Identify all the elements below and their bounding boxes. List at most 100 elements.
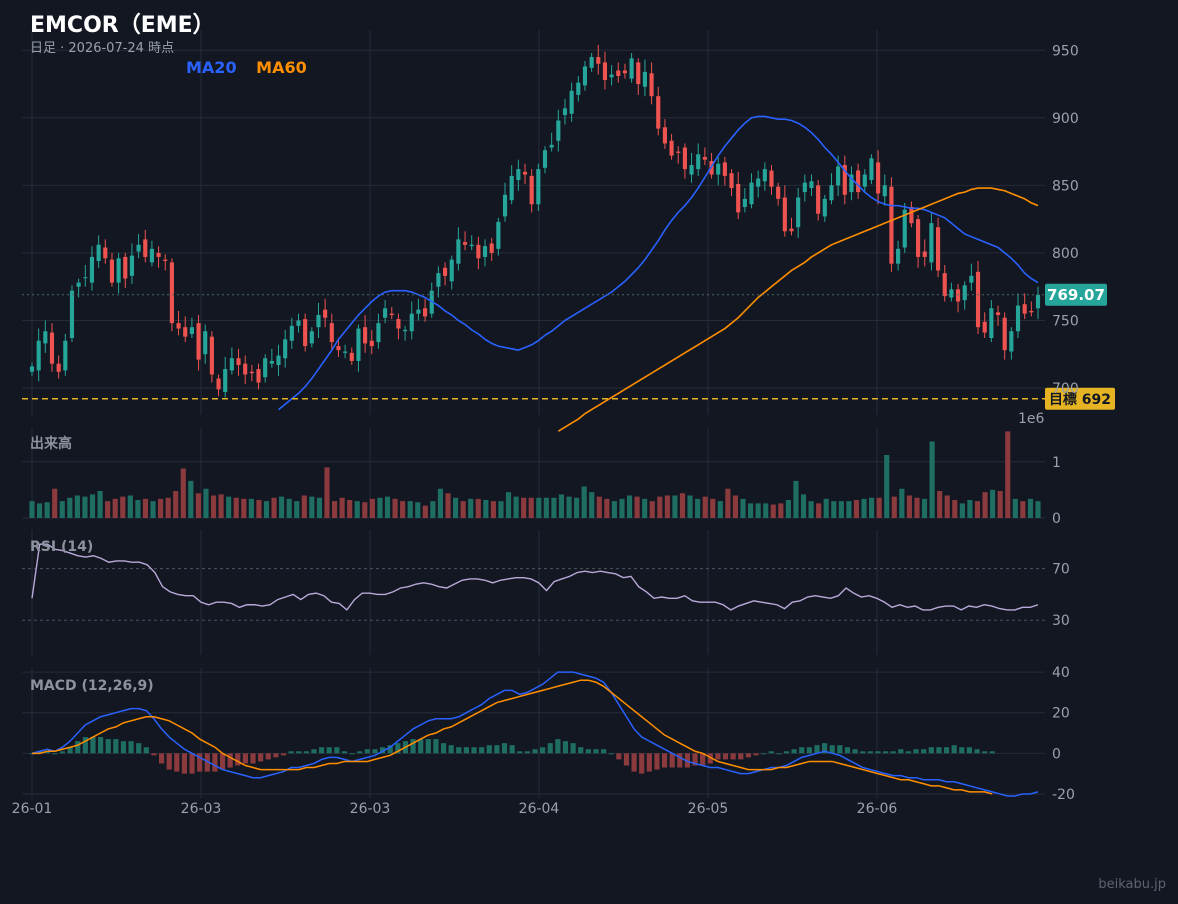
volume-bar (664, 495, 670, 518)
volume-bar (574, 497, 580, 518)
volume-bar (165, 497, 171, 518)
macd-histogram-bar (379, 747, 386, 754)
candle-body (389, 313, 394, 316)
volume-bar (203, 488, 209, 518)
candle-body (36, 340, 41, 371)
macd-histogram-bar (448, 745, 454, 754)
macd-tick-label: 40 (1052, 665, 1070, 681)
candle-body (642, 71, 647, 87)
candle-body (109, 259, 115, 283)
volume-bar (1020, 501, 1026, 518)
macd-histogram-bar (296, 751, 302, 754)
macd-histogram-bar (745, 753, 751, 758)
macd-histogram-bar (875, 751, 881, 754)
candle-body (263, 358, 268, 378)
candle-body (482, 246, 488, 257)
candle-body (116, 258, 121, 283)
volume-bar (52, 488, 58, 518)
candle-body (889, 186, 894, 264)
macd-histogram-bar (471, 747, 477, 754)
volume-bar (808, 501, 814, 518)
candle-body (476, 244, 481, 259)
macd-histogram-bar (357, 751, 363, 754)
volume-bar (997, 491, 1003, 518)
candle-body (49, 332, 55, 364)
candle-body (129, 255, 134, 276)
macd-histogram-bar (936, 747, 942, 754)
macd-histogram-bar (951, 745, 957, 754)
candle-body (955, 289, 961, 302)
candle-body (442, 267, 448, 276)
candle-body (383, 308, 388, 318)
macd-histogram-bar (479, 747, 485, 754)
macd-histogram-bar (311, 749, 317, 754)
macd-histogram-bar (517, 751, 523, 754)
macd-histogram-bar (882, 751, 889, 754)
candle-body (916, 219, 921, 257)
legend: MA20 MA60 (186, 58, 321, 77)
volume-bar (505, 492, 512, 518)
candle-body (742, 198, 747, 207)
candle-body (416, 309, 421, 314)
volume-bar (248, 498, 254, 518)
volume-bar (649, 501, 655, 518)
macd-histogram-bar (151, 753, 157, 756)
macd-histogram-bar (600, 749, 607, 754)
volume-bar (316, 497, 323, 518)
volume-bar (672, 495, 678, 518)
macd-histogram-bar (814, 745, 820, 754)
candle-body (436, 273, 441, 287)
volume-bar (778, 503, 784, 518)
candle-body (776, 186, 781, 199)
macd-histogram-bar (631, 753, 637, 772)
candle-body (876, 162, 881, 194)
volume-bar (921, 498, 928, 518)
candle-body (849, 174, 854, 193)
candle-body (336, 346, 341, 351)
rsi-line (31, 543, 1039, 611)
volume-bar (301, 495, 307, 518)
candle-body (1009, 331, 1014, 352)
candle-body (829, 185, 834, 201)
volume-bar (369, 498, 375, 518)
volume-bar (218, 494, 224, 518)
volume-bar (657, 496, 663, 518)
macd-histogram-bar (959, 747, 965, 754)
candle-body (1029, 310, 1034, 313)
candle-body (469, 244, 474, 247)
macd-histogram-bar (372, 749, 378, 754)
volume-bar (1012, 498, 1018, 518)
volume-bar (347, 500, 353, 518)
volume-bar (869, 497, 875, 518)
candle-body (243, 363, 248, 375)
macd-histogram-bar (242, 753, 248, 764)
macd-histogram-bar (59, 751, 66, 754)
macd-histogram-bar (806, 747, 812, 754)
volume-bar (279, 496, 285, 518)
grid-layer (22, 30, 1045, 798)
macd-histogram-bar (761, 753, 767, 755)
candle-body (149, 248, 154, 263)
volume-bar (823, 498, 829, 518)
volume-bar (974, 501, 981, 518)
candle-body (1015, 305, 1021, 332)
volume-bar (528, 497, 534, 518)
macd-histogram-bar (364, 749, 370, 754)
candle-body (396, 319, 401, 329)
macd-histogram-bar (677, 753, 683, 768)
candle-body (602, 62, 608, 80)
candle-body (936, 227, 941, 271)
volume-bar (551, 497, 557, 518)
volume-bar (944, 495, 950, 518)
candle-body (369, 340, 374, 347)
volume-bar (543, 497, 549, 518)
volume-bar (29, 501, 35, 518)
volume-tick-label: 1 (1052, 455, 1061, 471)
macd-histogram-bar (273, 753, 279, 758)
volume-bar (589, 492, 595, 518)
candle-body (516, 169, 521, 180)
volume-bar (437, 488, 444, 518)
macd-histogram-bar (837, 745, 843, 754)
volume-bar (422, 505, 428, 518)
candle-body (76, 282, 81, 287)
